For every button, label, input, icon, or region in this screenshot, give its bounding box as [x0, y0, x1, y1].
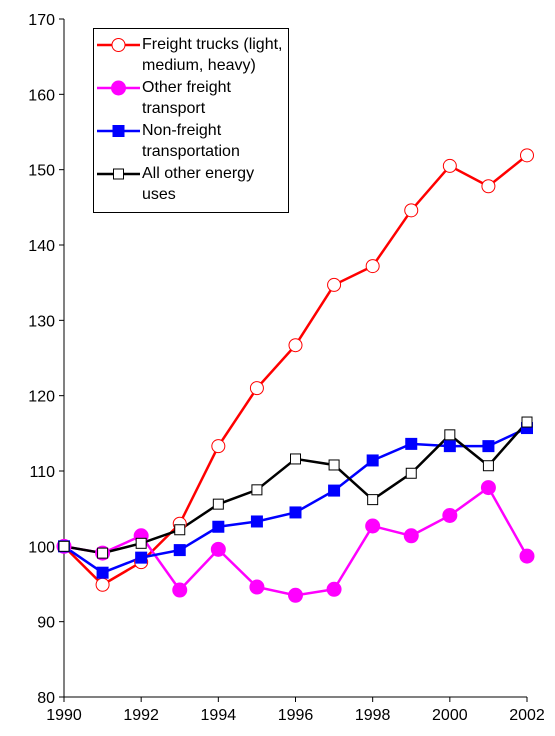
data-point	[481, 179, 496, 194]
data-point	[444, 429, 456, 441]
data-point	[328, 484, 341, 497]
data-point	[288, 587, 303, 603]
data-point	[480, 480, 496, 496]
data-point	[173, 544, 186, 557]
series-line	[63, 154, 528, 587]
data-point	[482, 460, 494, 472]
data-point	[97, 547, 109, 559]
x-tick-label: 1996	[278, 707, 314, 724]
data-point	[249, 579, 265, 595]
data-point	[405, 467, 417, 479]
data-point	[174, 524, 186, 536]
x-tick-label: 1994	[201, 707, 237, 724]
data-point	[366, 454, 379, 467]
data-point	[443, 440, 456, 453]
data-point	[58, 540, 70, 552]
x-tick-label: 1992	[123, 707, 159, 724]
data-point	[135, 537, 147, 549]
legend-label: Other freight transport	[142, 79, 231, 117]
data-point	[290, 453, 301, 465]
data-point	[95, 577, 110, 592]
data-point	[405, 437, 418, 450]
legend-item: Freight trucks (light, medium, heavy)	[94, 34, 288, 76]
legend-marker	[111, 80, 126, 96]
x-tick-label: 1998	[355, 707, 391, 724]
legend-item: All other energy uses	[94, 163, 288, 205]
legend-swatch	[97, 168, 140, 180]
y-tick-label: 100	[28, 539, 55, 556]
data-point	[365, 518, 381, 534]
data-point	[327, 277, 342, 292]
y-tick-label: 170	[28, 12, 55, 29]
legend-swatch	[97, 38, 140, 52]
data-point	[442, 507, 458, 523]
y-tick-label: 140	[28, 238, 55, 255]
legend-marker	[111, 38, 126, 52]
y-tick-label: 150	[28, 163, 55, 180]
legend-item: Other freight transport	[94, 77, 288, 119]
data-point	[289, 506, 302, 519]
data-point	[326, 581, 342, 597]
legend-marker	[113, 168, 124, 180]
data-point	[172, 582, 188, 598]
legend-label: Freight trucks (light, medium, heavy)	[142, 36, 283, 74]
y-tick-label: 120	[28, 389, 55, 406]
x-tick-label: 1990	[46, 707, 82, 724]
data-point	[519, 548, 535, 564]
data-point	[249, 381, 264, 396]
legend-label: Non-freight transportation	[142, 122, 240, 160]
data-point	[521, 416, 533, 428]
data-point	[328, 459, 340, 471]
series-line	[63, 485, 529, 597]
data-point	[404, 203, 419, 218]
legend-swatch	[97, 125, 140, 137]
data-point	[212, 520, 225, 533]
data-point	[251, 484, 263, 496]
data-point	[135, 551, 148, 564]
legend-swatch	[97, 80, 140, 96]
data-point	[288, 338, 303, 353]
data-point	[482, 440, 495, 453]
data-point	[520, 148, 534, 163]
series-line	[63, 426, 528, 575]
legend: Freight trucks (light, medium, heavy) Oth…	[93, 28, 289, 213]
series-line	[63, 421, 528, 555]
data-point	[403, 528, 419, 544]
y-tick-label: 130	[28, 313, 55, 330]
y-tick-label: 160	[28, 87, 55, 104]
data-point	[367, 494, 379, 506]
x-tick-label: 2000	[432, 707, 468, 724]
legend-label: All other energy uses	[142, 165, 255, 203]
y-tick-label: 90	[37, 615, 55, 632]
data-point	[96, 566, 109, 579]
legend-item: Non-freight transportation	[94, 120, 288, 162]
data-point	[211, 439, 226, 454]
data-point	[442, 158, 457, 173]
y-tick-label: 110	[29, 464, 55, 481]
legend-marker	[112, 125, 125, 137]
y-tick-label: 80	[37, 690, 55, 707]
data-point	[212, 498, 224, 510]
data-point	[250, 515, 263, 528]
data-point	[365, 259, 380, 274]
data-point	[210, 541, 226, 557]
x-tick-label: 2002	[509, 707, 545, 724]
